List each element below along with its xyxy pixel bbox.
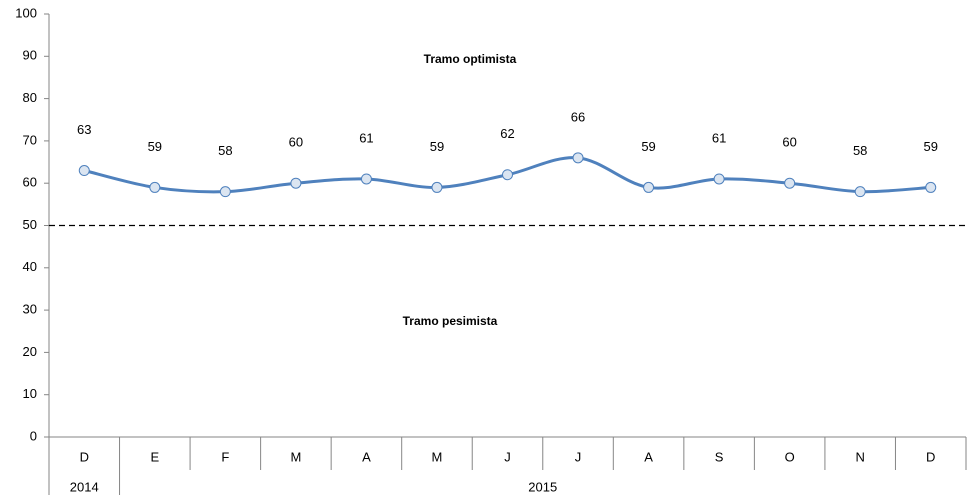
y-tick-label: 10 bbox=[23, 386, 37, 401]
x-tick-label: M bbox=[432, 449, 443, 464]
data-label: 66 bbox=[571, 109, 585, 124]
x-tick-label: D bbox=[926, 449, 935, 464]
marker bbox=[784, 177, 796, 189]
y-tick-label: 70 bbox=[23, 132, 37, 147]
x-tick-label: N bbox=[855, 449, 864, 464]
x-tick-label: A bbox=[644, 449, 653, 464]
y-tick-label: 90 bbox=[23, 48, 37, 63]
marker bbox=[78, 165, 90, 177]
annotation: Tramo optimista bbox=[424, 52, 517, 66]
x-tick-label: J bbox=[575, 449, 582, 464]
marker bbox=[925, 181, 937, 193]
x-tick-label: D bbox=[80, 449, 89, 464]
data-label: 58 bbox=[853, 143, 867, 158]
year-label: 2014 bbox=[70, 479, 99, 494]
marker bbox=[854, 186, 866, 198]
y-tick-label: 30 bbox=[23, 302, 37, 317]
marker bbox=[219, 186, 231, 198]
marker bbox=[360, 173, 372, 185]
x-tick-label: M bbox=[290, 449, 301, 464]
x-tick-label: A bbox=[362, 449, 371, 464]
data-label: 63 bbox=[77, 122, 91, 137]
marker bbox=[643, 181, 655, 193]
marker bbox=[572, 152, 584, 164]
data-label: 59 bbox=[923, 139, 937, 154]
marker bbox=[713, 173, 725, 185]
data-label: 60 bbox=[289, 135, 303, 150]
y-tick-label: 20 bbox=[23, 344, 37, 359]
x-tick-label: O bbox=[785, 449, 795, 464]
marker bbox=[431, 181, 443, 193]
x-tick-label: F bbox=[221, 449, 229, 464]
y-tick-label: 100 bbox=[15, 5, 37, 20]
y-tick-label: 0 bbox=[30, 428, 37, 443]
data-label: 61 bbox=[712, 130, 726, 145]
marker bbox=[149, 181, 161, 193]
annotation: Tramo pesimista bbox=[403, 314, 498, 328]
marker bbox=[290, 177, 302, 189]
data-label: 60 bbox=[782, 135, 796, 150]
data-label: 62 bbox=[500, 126, 514, 141]
data-label: 61 bbox=[359, 130, 373, 145]
y-tick-label: 80 bbox=[23, 90, 37, 105]
data-label: 58 bbox=[218, 143, 232, 158]
data-label: 59 bbox=[430, 139, 444, 154]
x-tick-label: E bbox=[150, 449, 159, 464]
year-label: 2015 bbox=[528, 479, 557, 494]
y-tick-label: 50 bbox=[23, 217, 37, 232]
y-tick-label: 60 bbox=[23, 175, 37, 190]
x-tick-label: J bbox=[504, 449, 511, 464]
marker bbox=[502, 169, 513, 181]
data-label: 59 bbox=[641, 139, 655, 154]
x-tick-label: S bbox=[715, 449, 724, 464]
data-label: 59 bbox=[148, 139, 162, 154]
y-tick-label: 40 bbox=[23, 259, 37, 274]
